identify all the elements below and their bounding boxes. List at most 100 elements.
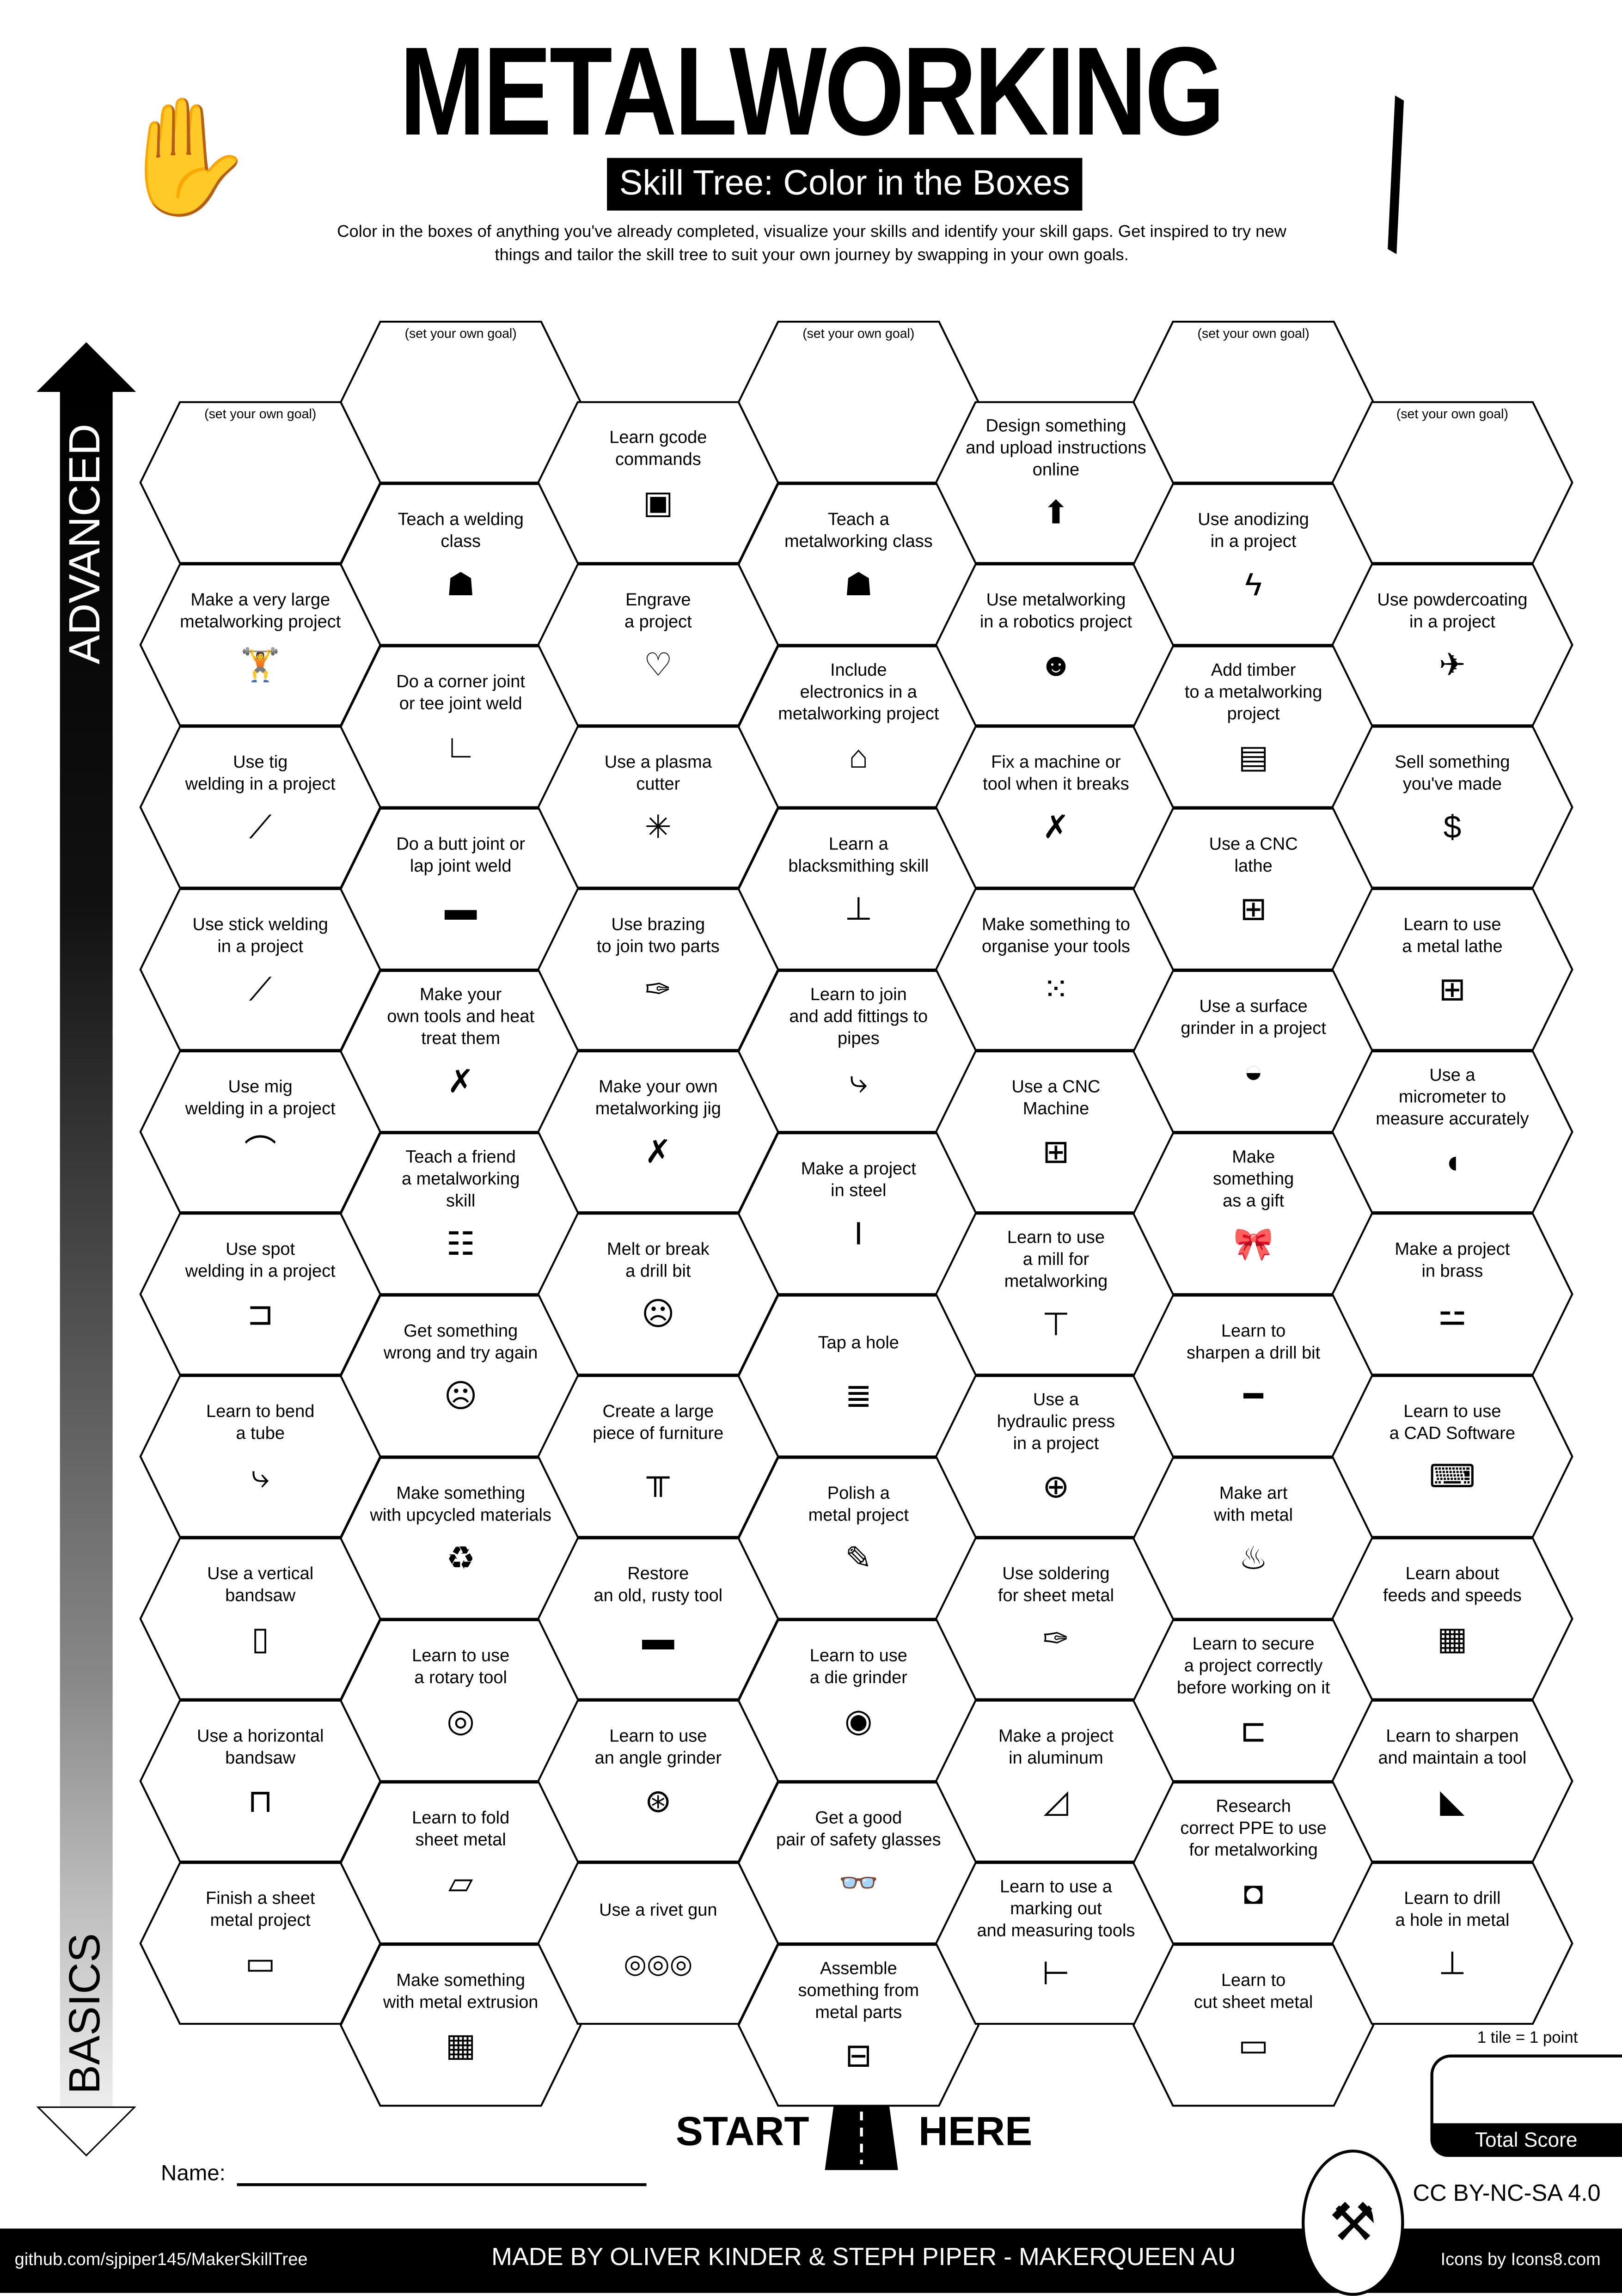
skill-tile[interactable]: Teach a welding class ☗: [339, 482, 582, 646]
score-note: 1 tile = 1 point: [1477, 2029, 1578, 2047]
skill-tile[interactable]: Learn to sharpen a drill bit ━: [1132, 1294, 1375, 1458]
skill-tile[interactable]: Fix a machine or tool when it breaks ✗: [935, 725, 1177, 889]
skill-tile[interactable]: Assemble something from metal parts ⊟: [737, 1943, 980, 2107]
hex-outline: [1331, 726, 1573, 889]
skill-tile[interactable]: Learn to bend a tube ⤷: [139, 1374, 382, 1538]
drill-press-icon: ⊥: [1438, 1945, 1467, 1982]
skill-label: Make something to organise your tools: [982, 914, 1130, 957]
skill-tile[interactable]: Engrave a project ♡: [537, 563, 779, 727]
skill-tile[interactable]: Learn to secure a project correctly befo…: [1132, 1619, 1375, 1783]
corner-joint-icon: ∟: [445, 728, 477, 765]
skill-tile[interactable]: Use a CNC lathe ⊞: [1132, 807, 1375, 971]
skill-tile[interactable]: Make your own tools and heat treat them ✗: [339, 970, 582, 1133]
skill-tile[interactable]: Get a good pair of safety glasses 👓: [737, 1781, 980, 1945]
skill-tile[interactable]: Learn to drill a hole in metal ⊥: [1331, 1862, 1573, 2025]
skill-tile[interactable]: Learn to cut sheet metal ▭: [1132, 1943, 1375, 2107]
calculator-icon: ▦: [1437, 1620, 1468, 1657]
sculpture-icon: ♨: [1239, 1539, 1268, 1576]
skill-tile[interactable]: Learn to use a marking out and measuring…: [935, 1862, 1177, 2025]
skill-tile[interactable]: Make something with upcycled materials ♻: [339, 1456, 582, 1620]
skill-tile[interactable]: Learn to join and add fittings to pipes ⤷: [737, 970, 980, 1133]
skill-tile[interactable]: Use powdercoating in a project ✈: [1331, 563, 1573, 727]
skill-tile[interactable]: Make your own metalworking jig ✗: [537, 1050, 779, 1214]
skill-tile-custom-goal[interactable]: (set your own goal): [1132, 320, 1375, 484]
skill-tile[interactable]: Use a micrometer to measure accurately ◖: [1331, 1050, 1573, 1214]
skill-tile[interactable]: Make something to organise your tools ⁙: [935, 888, 1177, 1051]
skill-label: Do a butt joint or lap joint weld: [396, 833, 526, 876]
skill-tile[interactable]: Finish a sheet metal project ▭: [139, 1862, 382, 2025]
skill-label: Create a large piece of furniture: [593, 1401, 724, 1443]
cnc-machine-icon: ⊞: [1042, 1133, 1070, 1170]
skill-tile[interactable]: Design something and upload instructions…: [935, 401, 1177, 564]
skill-label: Learn to drill a hole in metal: [1395, 1887, 1510, 1930]
skill-tile-custom-goal[interactable]: (set your own goal): [737, 320, 980, 484]
mill-icon: ⊤: [1042, 1306, 1070, 1343]
folded-sheet-icon: ▱: [448, 1864, 473, 1901]
skill-tile[interactable]: Use metalworking in a robotics project ☻: [935, 563, 1177, 727]
skill-tile[interactable]: Learn to use an angle grinder ⊛: [537, 1699, 779, 1863]
skill-tile[interactable]: Use a surface grinder in a project ◒: [1132, 970, 1375, 1133]
skill-label: Do a corner joint or tee joint weld: [396, 671, 525, 714]
skill-tile-custom-goal[interactable]: (set your own goal): [1331, 401, 1573, 564]
skill-label: Use brazing to join two parts: [596, 914, 720, 957]
rivets-icon: ◎◎◎: [624, 1949, 693, 1979]
github-link[interactable]: github.com/sjpiper145/MakerSkillTree: [14, 2249, 308, 2270]
skill-tile[interactable]: Use brazing to join two parts ✑: [537, 888, 779, 1051]
skill-tile[interactable]: Restore an old, rusty tool ▬: [537, 1537, 779, 1700]
engrave-heart-icon: ♡: [643, 646, 673, 683]
skill-label: Use tig welding in a project: [185, 751, 336, 794]
skill-tile[interactable]: Include electronics in a metalworking pr…: [737, 645, 980, 808]
skill-tile[interactable]: Learn about feeds and speeds ▦: [1331, 1537, 1573, 1700]
skill-tile[interactable]: Make a very large metalworking project 🏋: [139, 563, 382, 727]
skill-tile[interactable]: Learn to sharpen and maintain a tool ◣: [1331, 1699, 1573, 1863]
sheet-metal-icon: ▭: [1238, 2027, 1269, 2064]
mig-gun-icon: ⌒: [244, 1133, 277, 1170]
skill-tile[interactable]: Use spot welding in a project ⊐: [139, 1212, 382, 1376]
skill-label: Learn to secure a project correctly befo…: [1176, 1633, 1330, 1698]
skill-tile[interactable]: Use a hydraulic press in a project ⊕: [935, 1374, 1177, 1538]
skill-label: Use a horizontal bandsaw: [197, 1725, 324, 1768]
skill-tile[interactable]: Research correct PPE to use for metalwor…: [1132, 1781, 1375, 1945]
goal-placeholder: (set your own goal): [1197, 326, 1310, 341]
name-label: Name:: [161, 2161, 226, 2186]
skill-label: Get a good pair of safety glasses: [776, 1807, 941, 1850]
skill-tile[interactable]: Learn to use a metal lathe ⊞: [1331, 888, 1573, 1051]
skill-tile[interactable]: Get something wrong and try again ☹: [339, 1294, 582, 1458]
name-field[interactable]: [237, 2183, 647, 2186]
tig-torch-icon: ⟋: [249, 808, 272, 845]
skill-tile[interactable]: Make a project in brass ⚍: [1331, 1212, 1573, 1376]
spark-icon: ✳: [644, 808, 672, 845]
teacher-icon: ☗: [446, 566, 475, 603]
hex-outline: [1331, 1699, 1573, 1862]
skill-tile[interactable]: Learn to use a die grinder ◉: [737, 1619, 980, 1783]
safety-glasses-icon: 👓: [838, 1864, 879, 1901]
skill-tile[interactable]: Make something as a gift 🎀: [1132, 1132, 1375, 1295]
surface-grinder-icon: ◒: [1243, 1053, 1263, 1090]
arrow-head-top: [37, 342, 136, 392]
skill-tile[interactable]: Make something with metal extrusion ▦: [339, 1943, 582, 2107]
skill-tile[interactable]: Teach a friend a metalworking skill ☷: [339, 1132, 582, 1295]
page-title: METALWORKING: [399, 22, 1225, 163]
skill-label: Learn a blacksmithing skill: [788, 833, 929, 876]
gcode-icon: ▣: [643, 484, 673, 521]
skill-label: Learn to use a CAD Software: [1389, 1401, 1516, 1443]
skill-tile[interactable]: Use a rivet gun ◎◎◎: [537, 1862, 779, 2025]
skill-tile[interactable]: Learn gcode commands ▣: [537, 401, 779, 564]
skill-tile[interactable]: Learn to use a CAD Software ⌨: [1331, 1374, 1573, 1538]
arrow-head-bottom: [37, 2106, 136, 2157]
skill-tile[interactable]: Use soldering for sheet metal ✑: [935, 1537, 1177, 1700]
skill-tile[interactable]: Use a vertical bandsaw ▯: [139, 1537, 382, 1700]
hex-outline: [1331, 1050, 1573, 1214]
extrusion-icon: ▦: [445, 2027, 476, 2064]
skill-tile[interactable]: Use mig welding in a project ⌒: [139, 1050, 382, 1214]
skill-tile[interactable]: Teach a metalworking class ☗: [737, 482, 980, 646]
skill-label: Learn to sharpen and maintain a tool: [1378, 1725, 1527, 1768]
skill-tile[interactable]: Add timber to a metalworking project ▤: [1132, 645, 1375, 808]
skill-tile[interactable]: Sell something you've made $: [1331, 725, 1573, 889]
icons-credit-link[interactable]: Icons by Icons8.com: [1440, 2249, 1601, 2270]
skill-label: Use a vertical bandsaw: [207, 1563, 314, 1606]
skill-tile[interactable]: Use a CNC Machine ⊞: [935, 1050, 1177, 1214]
skill-tile[interactable]: Use anodizing in a project ϟ: [1132, 482, 1375, 646]
skill-tile[interactable]: Learn to use a mill for metalworking ⊤: [935, 1212, 1177, 1376]
skill-tile[interactable]: Do a butt joint or lap joint weld ▬: [339, 807, 582, 971]
